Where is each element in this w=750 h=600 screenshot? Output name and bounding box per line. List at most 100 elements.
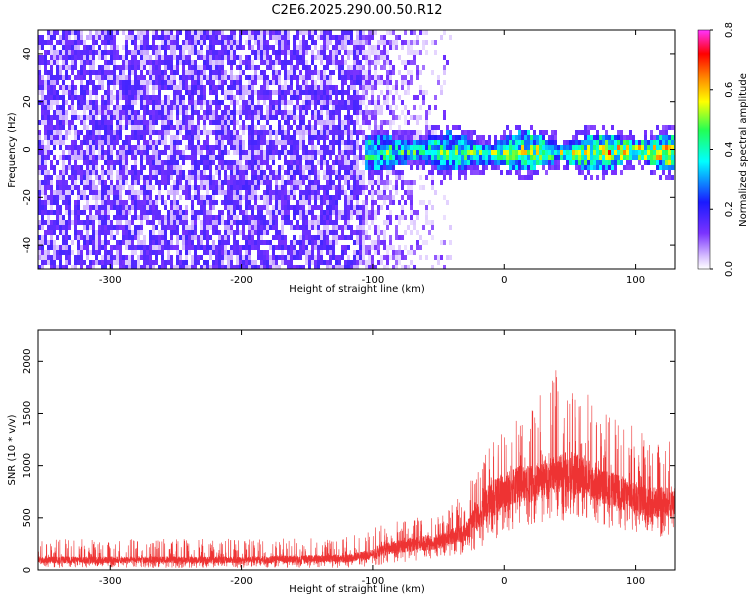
spectrogram-cell (413, 250, 416, 255)
spectrogram-cell (89, 50, 92, 55)
spectrogram-cell (284, 180, 287, 185)
spectrogram-cell (92, 265, 95, 269)
spectrogram-cell (389, 180, 392, 185)
spectrogram-cell (86, 125, 89, 130)
spectrogram-cell (62, 230, 65, 235)
spectrogram-cell (179, 165, 182, 170)
spectrogram-cell (347, 180, 350, 185)
spectrogram-cell (362, 155, 365, 160)
spectrogram-cell (377, 60, 380, 65)
spectrogram-cell (272, 245, 275, 250)
spectrogram-cell (236, 200, 239, 205)
spectrogram-cell (371, 245, 374, 250)
spectrogram-cell (320, 85, 323, 90)
spectrogram-cell (383, 140, 386, 145)
spectrogram-cell (269, 55, 272, 60)
spectrogram-cell (71, 190, 74, 195)
spectrogram-cell (233, 80, 236, 85)
spectrogram-cell (275, 150, 278, 155)
spectrogram-cell (374, 100, 377, 105)
spectrogram-cell (401, 110, 404, 115)
spectrogram-cell (299, 110, 302, 115)
spectrogram-cell (224, 245, 227, 250)
spectrogram-cell (290, 150, 293, 155)
spectrogram-cell (236, 220, 239, 225)
spectrogram-cell (266, 105, 269, 110)
spectrogram-cell (341, 100, 344, 105)
spectrogram-cell (404, 60, 407, 65)
spectrogram-cell (395, 140, 398, 145)
spectrogram-cell (389, 195, 392, 200)
spectrogram-cell (329, 250, 332, 255)
spectrogram-cell (245, 235, 248, 240)
spectrogram-cell (233, 160, 236, 165)
spectrogram-cell (206, 145, 209, 150)
spectrogram-cell (272, 65, 275, 70)
spectrogram-cell (233, 120, 236, 125)
spectrogram-cell (266, 75, 269, 80)
spectrogram-cell (95, 170, 98, 175)
spectrogram-cell (260, 250, 263, 255)
spectrogram-cell (62, 200, 65, 205)
spectrogram-cell (317, 235, 320, 240)
spectrogram-cell (362, 95, 365, 100)
spectrogram-cell (107, 160, 110, 165)
spectrogram-cell (92, 240, 95, 245)
spectrogram-cell (134, 250, 137, 255)
spectrogram-cell (176, 125, 179, 130)
spectrogram-cell (188, 85, 191, 90)
spectrogram-cell (92, 245, 95, 250)
spectrogram-cell (137, 65, 140, 70)
spectrogram-cell (191, 65, 194, 70)
spectrogram-cell (143, 145, 146, 150)
spectrogram-cell (320, 90, 323, 95)
spectrogram-cell (317, 35, 320, 40)
spectrogram-cell (137, 120, 140, 125)
spectrogram-cell (344, 235, 347, 240)
spectrogram-cell (188, 70, 191, 75)
spectrogram-cell (77, 245, 80, 250)
spectrogram-cell (278, 95, 281, 100)
spectrogram-cell (65, 35, 68, 40)
spectrogram-cell (41, 95, 44, 100)
spectrogram-cell (110, 155, 113, 160)
spectrogram-cell (89, 220, 92, 225)
spectrogram-cell (77, 135, 80, 140)
spectrogram-cell (326, 100, 329, 105)
spectrogram-cell (236, 75, 239, 80)
spectrogram-cell (65, 195, 68, 200)
spectrogram-cell (413, 105, 416, 110)
spectrogram-cell (98, 30, 101, 35)
spectrogram-cell (59, 55, 62, 60)
spectrogram-cell (128, 140, 131, 145)
spectrogram-cell (107, 100, 110, 105)
spectrogram-cell (59, 135, 62, 140)
spectrogram-cell (203, 65, 206, 70)
spectrogram-cell (176, 130, 179, 135)
spectrogram-cell (110, 145, 113, 150)
spectrogram-cell (338, 235, 341, 240)
spectrogram-cell (305, 70, 308, 75)
spectrogram-cell (38, 255, 41, 260)
spectrogram-cell (101, 190, 104, 195)
spectrogram-cell (353, 265, 356, 269)
spectrogram-cell (425, 115, 428, 120)
spectrogram-cell (38, 250, 41, 255)
spectrogram-cell (155, 95, 158, 100)
spectrogram-cell (410, 180, 413, 185)
spectrogram-cell (143, 115, 146, 120)
spectrogram-cell (323, 185, 326, 190)
spectrogram-cell (401, 40, 404, 45)
spectrogram-cell (290, 180, 293, 185)
spectrogram-cell (170, 145, 173, 150)
spectrogram-cell (38, 145, 41, 150)
spectrogram-cell (266, 205, 269, 210)
spectrogram-cell (272, 145, 275, 150)
spectrogram-cell (218, 70, 221, 75)
spectrogram-cell (227, 150, 230, 155)
spectrogram-cell (107, 110, 110, 115)
spectrogram-cell (227, 190, 230, 195)
spectrogram-cell (395, 80, 398, 85)
spectrogram-cell (284, 220, 287, 225)
spectrogram-cell (362, 160, 365, 165)
